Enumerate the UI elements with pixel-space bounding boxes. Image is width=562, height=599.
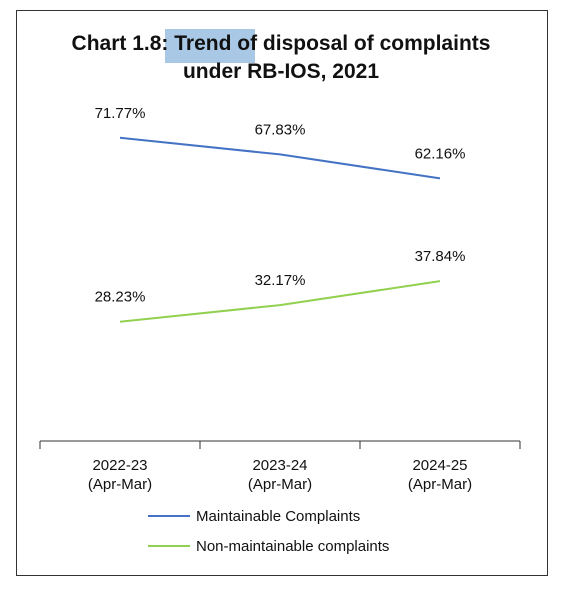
- series-line: [119, 280, 441, 323]
- text-selection-highlight: [165, 29, 255, 63]
- chart-title: Chart 1.8: Trend of disposal of complain…: [71, 32, 491, 83]
- x-tick-label: 2022-23 (Apr-Mar): [87, 457, 153, 493]
- data-label: 37.84%: [415, 248, 466, 265]
- chart-frame: [16, 10, 548, 576]
- series-line: [119, 136, 441, 180]
- x-tick-label: 2023-24 (Apr-Mar): [247, 457, 313, 493]
- legend-label: Maintainable Complaints: [196, 508, 360, 525]
- data-label: 67.83%: [255, 121, 306, 138]
- legend-label: Non-maintainable complaints: [196, 538, 389, 555]
- data-label: 62.16%: [415, 145, 466, 162]
- data-label: 32.17%: [255, 272, 306, 289]
- x-tick-label: 2024-25 (Apr-Mar): [407, 457, 473, 493]
- data-label: 71.77%: [95, 105, 146, 122]
- data-label: 28.23%: [95, 289, 146, 306]
